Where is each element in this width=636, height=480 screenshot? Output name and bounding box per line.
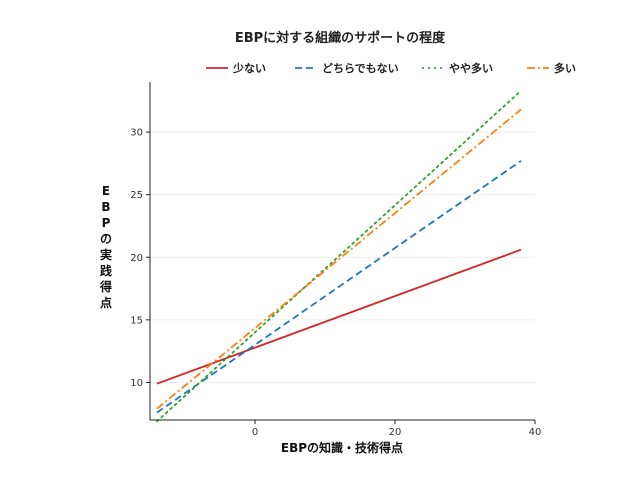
y-tick-label: 25 <box>130 190 143 201</box>
gridlines <box>150 131 535 383</box>
series-line <box>156 160 522 414</box>
x-tick-label: 40 <box>529 427 542 438</box>
y-tick-label: 10 <box>130 378 143 389</box>
y-tick-label: 15 <box>130 315 143 326</box>
y-tick-label: 20 <box>130 253 143 264</box>
y-axis-ticks: 10 15 20 25 30 <box>130 128 150 389</box>
legend-label: やや多い <box>449 61 493 75</box>
legend: 少ない どちらでもない やや多い 多い <box>206 61 576 75</box>
x-axis-ticks: 0 20 40 <box>252 420 542 438</box>
x-tick-label: 0 <box>252 427 258 438</box>
series-line <box>156 248 522 385</box>
x-axis-title: EBPの知識・技術得点 <box>281 440 403 455</box>
series-line <box>156 89 522 423</box>
legend-label: どちらでもない <box>322 62 399 75</box>
series-line <box>156 108 522 410</box>
chart-title: EBPに対する組織のサポートの程度 <box>235 30 446 46</box>
legend-label: 多い <box>554 61 576 75</box>
x-tick-label: 20 <box>389 427 402 438</box>
y-tick-label: 30 <box>130 128 143 139</box>
legend-label: 少ない <box>232 61 266 75</box>
series-lines <box>156 89 522 423</box>
y-axis-title: E B P の実践得点 <box>99 184 112 310</box>
